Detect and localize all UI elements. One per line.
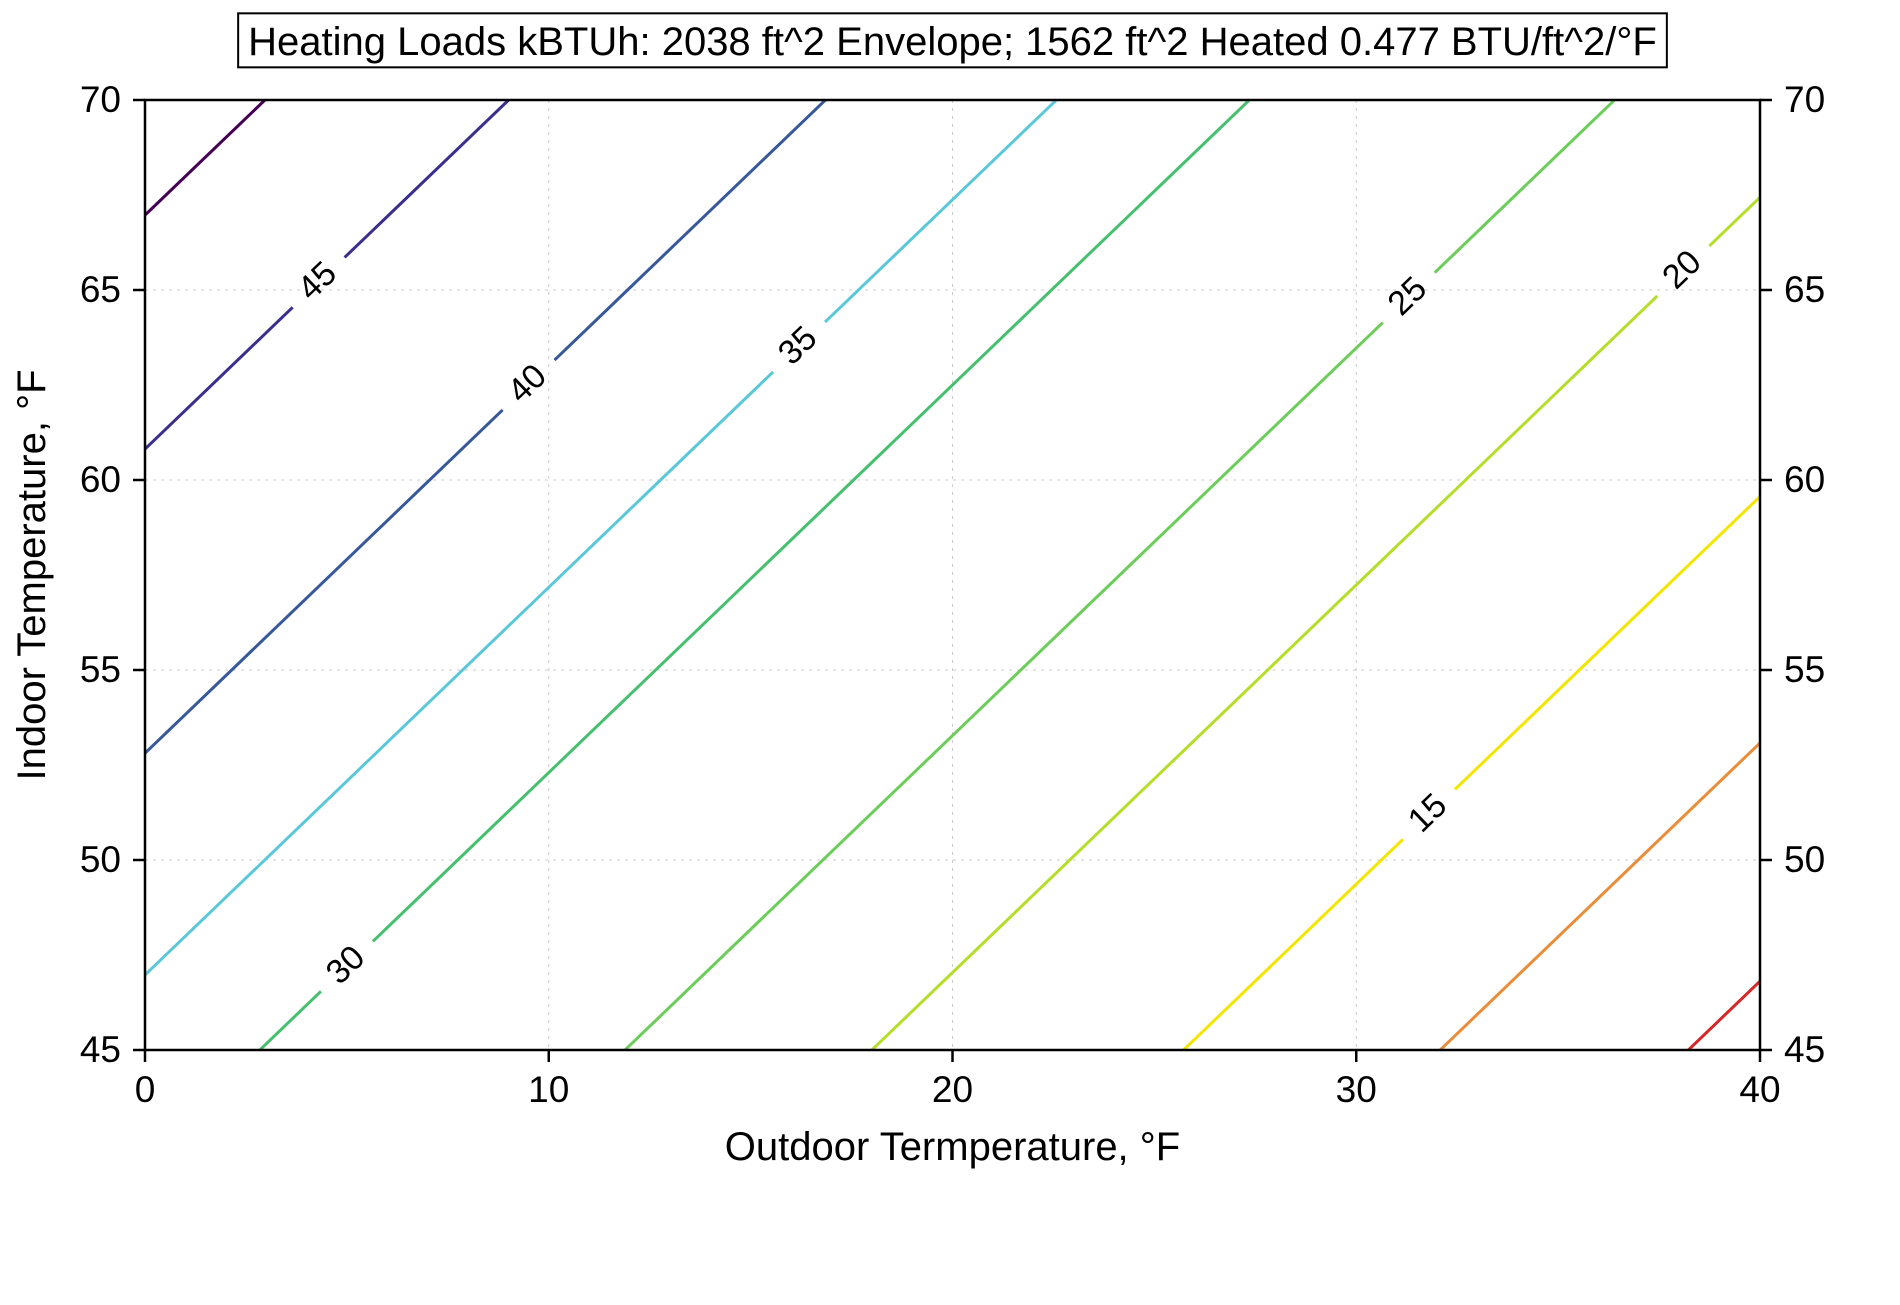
contour-label-20: 20 [1655,243,1709,297]
contour-label-40: 40 [500,357,554,411]
contour-label-15: 15 [1401,786,1455,840]
contour-30 [373,0,1900,941]
xtick-30: 30 [1336,1069,1377,1110]
xtick-10: 10 [528,1069,569,1110]
ytick-left-45: 45 [80,1029,121,1070]
contour-chart: 4540353025201501020304045455050555560606… [0,0,1900,1305]
xtick-20: 20 [932,1069,973,1110]
contour-15 [1455,0,1900,789]
contour-labels: 45 40 35 30 25 20 15 [290,243,1708,992]
contour-label-45: 45 [290,254,344,308]
grid [145,100,1760,1050]
ytick-left-70: 70 [80,79,121,120]
x-axis-title: Outdoor Termperature, °F [725,1125,1180,1169]
contour-label-35: 35 [771,319,825,373]
contour-20 [1709,0,1900,246]
ytick-right-55: 55 [1784,649,1825,690]
ytick-right-60: 60 [1784,459,1825,500]
contour-label-25: 25 [1381,269,1435,323]
ytick-right-50: 50 [1784,839,1825,880]
xtick-0: 0 [135,1069,156,1110]
ytick-right-45: 45 [1784,1029,1825,1070]
ytick-left-50: 50 [80,839,121,880]
xtick-40: 40 [1739,1069,1780,1110]
chart-root: 4540353025201501020304045455050555560606… [0,0,1900,1305]
y-axis-title: Indoor Temperature, °F [10,369,54,780]
ytick-left-60: 60 [80,459,121,500]
chart-title: Heating Loads kBTUh: 2038 ft^2 Envelope;… [248,20,1657,64]
contour-40 [0,410,503,1305]
ytick-right-65: 65 [1784,269,1825,310]
contour-label-30: 30 [319,938,373,992]
contour-15 [0,839,1403,1305]
contour-30 [0,991,321,1305]
ytick-left-55: 55 [80,649,121,690]
ytick-right-70: 70 [1784,79,1825,120]
ytick-left-65: 65 [80,269,121,310]
